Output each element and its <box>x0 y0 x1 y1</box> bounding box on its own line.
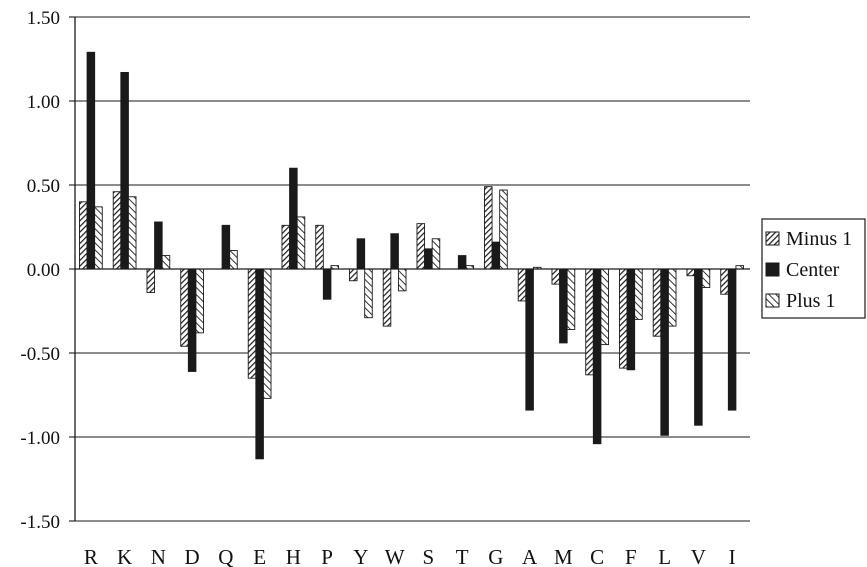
bar-center-c <box>592 268 602 445</box>
bar-plus-1-m <box>566 268 576 330</box>
y-tick-label: 1.00 <box>27 92 60 113</box>
x-category-label: V <box>691 545 706 567</box>
x-category-label: S <box>423 545 435 567</box>
y-tick-label: 1.50 <box>27 8 60 29</box>
bar-plus-1-f <box>634 268 643 320</box>
bar-center-g <box>491 241 501 270</box>
legend: Minus 1 Center Plus 1 <box>761 218 866 319</box>
bar-center-l <box>660 268 669 436</box>
x-category-label: F <box>625 545 637 567</box>
bar-plus-1-l <box>667 268 677 327</box>
x-category-label: W <box>385 545 405 567</box>
bar-center-e <box>255 268 264 460</box>
legend-label-plus-1: Plus 1 <box>786 290 835 312</box>
bar-minus-1-v <box>686 268 696 277</box>
bar-plus-1-k <box>127 196 137 270</box>
bar-center-s <box>424 248 433 270</box>
x-category-label: R <box>84 545 98 567</box>
y-tick-label: 0.50 <box>27 176 60 197</box>
bar-plus-1-w <box>397 268 407 292</box>
bar-plus-1-q <box>229 250 238 270</box>
bar-minus-1-n <box>146 268 156 293</box>
bar-center-d <box>187 268 197 372</box>
bar-minus-1-g <box>484 186 493 270</box>
x-category-label: P <box>321 545 333 567</box>
gridlines <box>75 16 750 522</box>
bar-minus-1-p <box>315 224 324 270</box>
bar-plus-1-d <box>195 268 204 334</box>
bar-center-f <box>626 268 636 371</box>
bar-minus-1-l <box>652 268 662 337</box>
bar-center-v <box>694 268 703 426</box>
bar-center-w <box>390 233 399 270</box>
x-category-label: I <box>729 545 736 567</box>
bar-plus-1-e <box>262 268 272 399</box>
y-tick-label: 0.00 <box>27 260 60 281</box>
bar-minus-1-i <box>720 268 729 295</box>
x-category-label: G <box>488 545 503 567</box>
bar-center-m <box>559 268 568 344</box>
bar-center-i <box>727 268 737 411</box>
legend-entry-plus-1: Plus 1 <box>765 290 835 312</box>
legend-swatch-center <box>765 262 780 277</box>
bar-minus-1-s <box>416 223 426 270</box>
x-category-label: N <box>151 545 166 567</box>
x-category-label: D <box>185 545 200 567</box>
y-tick-label: -1.00 <box>20 428 60 449</box>
bar-minus-1-a <box>517 268 527 302</box>
bar-plus-1-v <box>701 268 711 288</box>
x-category-label: Y <box>353 545 368 567</box>
bar-minus-1-w <box>382 268 392 327</box>
bar-center-k <box>120 71 129 270</box>
bar-minus-1-r <box>79 201 88 270</box>
bar-plus-1-y <box>364 268 373 319</box>
bar-minus-1-k <box>112 191 122 270</box>
legend-entry-minus-1: Minus 1 <box>765 228 852 250</box>
bar-minus-1-d <box>180 268 189 347</box>
bar-plus-1-g <box>499 189 508 270</box>
x-category-label: T <box>456 545 469 567</box>
bar-plus-1-n <box>161 255 171 270</box>
x-category-label: H <box>286 545 301 567</box>
axes <box>69 16 750 522</box>
x-category-label: K <box>117 545 132 567</box>
y-tick-label: -0.50 <box>20 344 60 365</box>
bar-minus-1-y <box>349 268 358 282</box>
bar-center-y <box>356 238 366 270</box>
bar-minus-1-c <box>585 268 594 376</box>
legend-label-center: Center <box>786 259 840 281</box>
bar-minus-1-m <box>551 268 561 285</box>
x-category-label: M <box>554 545 573 567</box>
bar-plus-1-h <box>296 216 306 270</box>
bar-center-p <box>322 268 332 300</box>
bar-center-r <box>86 51 96 270</box>
bar-plus-1-r <box>94 206 103 270</box>
legend-label-minus-1: Minus 1 <box>786 228 852 250</box>
bar-center-h <box>289 167 298 270</box>
bar-center-t <box>457 255 467 270</box>
bar-plus-1-s <box>431 238 441 270</box>
bar-plus-1-c <box>600 268 609 346</box>
legend-swatch-minus-1 <box>765 231 780 246</box>
x-category-label: Q <box>218 545 233 567</box>
bar-minus-1-f <box>619 268 628 369</box>
x-category-label: E <box>253 545 266 567</box>
x-category-label: C <box>590 545 604 567</box>
bars <box>79 51 744 460</box>
bar-center-q <box>221 224 231 270</box>
legend-swatch-plus-1 <box>765 293 780 308</box>
bar-center-a <box>525 268 534 411</box>
legend-entry-center: Center <box>765 259 840 281</box>
y-tick-label: -1.50 <box>20 512 60 533</box>
x-category-label: L <box>658 545 671 567</box>
bar-center-n <box>154 221 163 270</box>
bar-minus-1-e <box>247 268 257 379</box>
y-axis-tick-labels: 1.50 1.00 0.50 0.00 -0.50 -1.00 -1.50 <box>20 8 60 533</box>
bar-minus-1-h <box>281 224 291 270</box>
x-category-label: A <box>522 545 538 567</box>
